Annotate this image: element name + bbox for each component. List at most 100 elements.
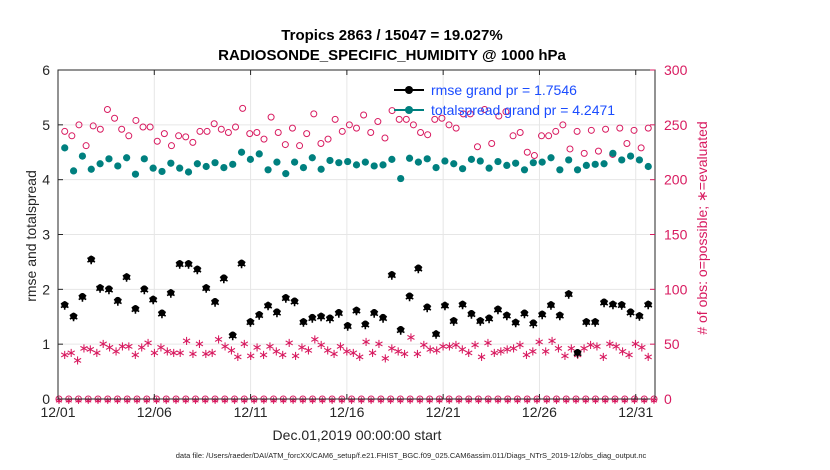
obs-zero-evaluated-point: ∗ — [357, 395, 366, 407]
obs-zero-evaluated-point: ∗ — [220, 395, 229, 407]
obs-evaluated-point: ∗ — [200, 346, 211, 361]
obs-zero-evaluated-point: ∗ — [64, 395, 73, 407]
obs-evaluated-point: ∗ — [290, 348, 301, 363]
obs-evaluated-point: ∗ — [98, 336, 109, 351]
obs-zero-evaluated-point: ∗ — [308, 395, 317, 407]
obs-possible-point — [281, 141, 289, 149]
svg-text:∗: ∗ — [360, 317, 371, 332]
obs-evaluated-point: ∗ — [303, 343, 314, 358]
svg-text:∗: ∗ — [616, 298, 627, 313]
obs-evaluated-point: ∗ — [636, 339, 647, 354]
rmse-point: ∗ — [174, 257, 185, 272]
obs-possible-point — [644, 124, 652, 132]
x-tick-label: 12/06 — [137, 404, 172, 420]
svg-text:∗: ∗ — [386, 268, 397, 283]
obs-possible-point — [303, 130, 311, 138]
totalspread-point — [503, 161, 511, 170]
obs-possible-point — [502, 108, 510, 116]
obs-zero-evaluated-point: ∗ — [445, 395, 454, 407]
rmse-point: ∗ — [95, 281, 106, 296]
totalspread-point — [556, 166, 564, 174]
obs-possible-point — [118, 125, 126, 133]
obs-evaluated-point: ∗ — [604, 336, 615, 351]
obs-evaluated-point: ∗ — [59, 347, 70, 362]
totalspread-point — [538, 158, 546, 166]
obs-evaluated-point: ∗ — [245, 348, 256, 363]
svg-text:∗: ∗ — [634, 309, 645, 324]
obs-zero-evaluated-point: ∗ — [347, 395, 356, 407]
obs-evaluated-point: ∗ — [232, 349, 243, 364]
rmse-point: ∗ — [554, 308, 565, 323]
obs-zero-evaluated-point: ∗ — [171, 395, 180, 407]
rmse-point: ∗ — [236, 256, 247, 271]
obs-evaluated-point: ∗ — [155, 339, 166, 354]
obs-possible-point — [481, 105, 489, 113]
obs-evaluated-point: ∗ — [341, 344, 352, 359]
obs-evaluated-point: ∗ — [553, 340, 564, 355]
svg-text:∗: ∗ — [130, 302, 141, 317]
totalspread-point — [299, 164, 308, 172]
totalspread-point — [131, 170, 140, 178]
obs-possible-point — [466, 110, 474, 118]
obs-zero-evaluated-point: ∗ — [269, 395, 278, 407]
obs-zero-evaluated-point: ∗ — [123, 395, 132, 407]
obs-evaluated-point: ∗ — [418, 337, 429, 352]
rmse-point: ∗ — [607, 297, 618, 312]
svg-text:∗: ∗ — [590, 315, 601, 330]
rmse-point: ∗ — [634, 309, 645, 324]
obs-zero-evaluated-point: ∗ — [74, 395, 83, 407]
totalspread-point — [626, 152, 635, 160]
svg-text:∗: ∗ — [643, 297, 654, 312]
totalspread-point — [282, 170, 290, 178]
x-axis-label: Dec.01,2019 00:00:00 start — [273, 427, 442, 443]
svg-text:∗: ∗ — [484, 311, 495, 326]
obs-possible-point — [103, 105, 111, 113]
obs-zero-evaluated-point: ∗ — [103, 395, 112, 407]
obs-evaluated-point: ∗ — [175, 345, 186, 360]
rmse-point: ∗ — [563, 287, 574, 302]
y-tick-label-right: 50 — [664, 336, 680, 352]
obs-possible-point — [559, 121, 567, 129]
obs-evaluated-point: ∗ — [123, 338, 134, 353]
rmse-point: ∗ — [369, 305, 380, 320]
obs-possible-point — [459, 110, 467, 118]
rmse-point: ∗ — [599, 295, 610, 310]
totalspread-point — [114, 162, 122, 170]
obs-evaluated-point: ∗ — [598, 349, 609, 364]
rmse-point: ∗ — [218, 271, 229, 286]
totalspread-point — [432, 164, 440, 172]
obs-evaluated-point: ∗ — [406, 329, 417, 344]
x-tick-label: 12/21 — [426, 404, 461, 420]
obs-possible-point — [452, 124, 460, 132]
totalspread-point — [317, 165, 325, 173]
y-tick-label-right: 0 — [664, 391, 672, 407]
rmse-point: ∗ — [201, 281, 212, 296]
svg-text:∗: ∗ — [475, 314, 486, 329]
obs-zero-evaluated-point: ∗ — [328, 395, 337, 407]
obs-zero-evaluated-point: ∗ — [113, 395, 122, 407]
rmse-point: ∗ — [404, 289, 415, 304]
obs-evaluated-point: ∗ — [316, 337, 327, 352]
y-axis-label-right: # of obs: o=possible; ∗=evaluated — [694, 121, 710, 334]
obs-zero-evaluated-point: ∗ — [571, 395, 580, 407]
obs-zero-evaluated-point: ∗ — [152, 395, 161, 407]
rmse-point: ∗ — [227, 328, 238, 343]
svg-text:∗: ∗ — [112, 293, 123, 308]
totalspread-point — [458, 165, 467, 173]
svg-text:∗: ∗ — [280, 291, 291, 306]
svg-text:∗: ∗ — [86, 252, 97, 267]
obs-evaluated-point: ∗ — [373, 336, 384, 351]
obs-zero-evaluated-point: ∗ — [503, 395, 512, 407]
svg-text:∗: ∗ — [625, 305, 636, 320]
obs-possible-point — [381, 134, 389, 142]
svg-text:∗: ∗ — [572, 345, 583, 360]
obs-evaluated-point: ∗ — [643, 349, 654, 364]
rmse-point: ∗ — [148, 292, 159, 307]
obs-evaluated-point: ∗ — [136, 339, 147, 354]
svg-text:∗: ∗ — [395, 322, 406, 337]
rmse-point: ∗ — [59, 298, 70, 313]
y-tick-label-right: 100 — [664, 281, 688, 297]
obs-possible-point — [530, 152, 538, 160]
svg-text:∗: ∗ — [563, 287, 574, 302]
rmse-point: ∗ — [103, 282, 114, 297]
